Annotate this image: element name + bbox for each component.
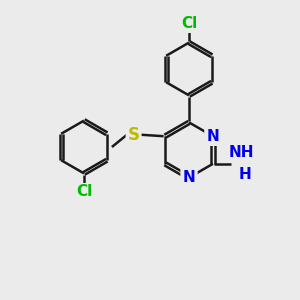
- Text: N: N: [206, 129, 219, 144]
- Text: S: S: [128, 126, 140, 144]
- Text: H: H: [238, 167, 251, 182]
- Text: NH: NH: [229, 145, 254, 160]
- Text: Cl: Cl: [76, 184, 92, 200]
- Text: Cl: Cl: [181, 16, 197, 32]
- Text: N: N: [183, 170, 195, 185]
